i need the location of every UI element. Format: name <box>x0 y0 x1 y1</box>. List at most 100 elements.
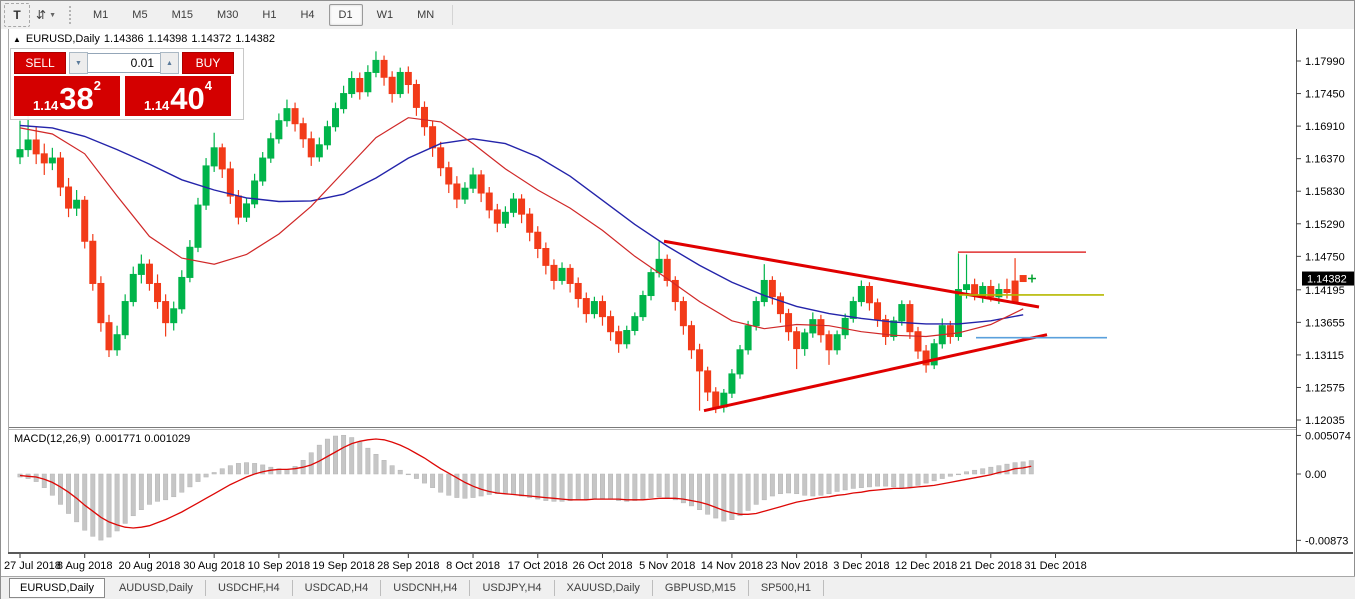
timeframe-button-h1[interactable]: H1 <box>262 9 277 21</box>
macd-bar <box>203 473 209 478</box>
timeframe-button-m15[interactable]: M15 <box>171 9 193 21</box>
timeframe-button-m1[interactable]: M1 <box>93 9 109 21</box>
price-tick-label: 1.16910 <box>1305 121 1345 133</box>
macd-bar <box>672 473 678 501</box>
tab-sp500-h1[interactable]: SP500,H1 <box>749 580 824 596</box>
time-tick-label: 26 Oct 2018 <box>573 560 633 572</box>
timeframe-button-h4[interactable]: H4 <box>300 9 315 21</box>
price-axis[interactable]: 1.17990 1.17450 1.16910 1.16370 1.15830 1.152… <box>1296 56 1354 427</box>
sell-price-base: 1.14 <box>32 98 59 113</box>
candle-body <box>534 231 542 250</box>
toolbar-grip[interactable] <box>69 6 75 24</box>
triangle-lower-trendline[interactable] <box>703 333 1048 413</box>
macd-bar <box>834 473 840 492</box>
candle-body <box>477 174 485 194</box>
volume-decrease-button[interactable]: ▼ <box>69 52 88 74</box>
time-tick-label: 23 Nov 2018 <box>765 560 827 572</box>
candle-body <box>995 288 1003 298</box>
tab-usdcad-h4[interactable]: USDCAD,H4 <box>293 580 382 596</box>
sell-button[interactable]: SELL <box>14 52 66 74</box>
arrange-icon: ⇵ <box>36 8 47 22</box>
macd-bar <box>656 473 662 498</box>
macd-bar <box>373 453 379 475</box>
macd-bar <box>1028 460 1034 475</box>
macd-bar <box>446 473 452 496</box>
candle-body <box>663 258 671 281</box>
macd-bar <box>405 473 411 476</box>
volume-input[interactable] <box>88 53 160 73</box>
macd-bar <box>713 473 719 519</box>
macd-bar <box>195 473 201 482</box>
candle-body <box>566 267 574 284</box>
candle-body <box>607 316 615 333</box>
macd-bar <box>640 473 646 500</box>
triangle-upper-trendline[interactable] <box>663 239 1040 309</box>
price-tick-label: 1.14195 <box>1305 285 1345 297</box>
candle-body <box>898 304 906 322</box>
slow-ma-line <box>19 124 1024 325</box>
timeframe-button-m30[interactable]: M30 <box>216 9 239 21</box>
time-tick-label: 21 Dec 2018 <box>960 560 1022 572</box>
macd-bar <box>632 473 638 501</box>
text-tool-button[interactable]: T <box>4 3 30 27</box>
tab-usdcnh-h4[interactable]: USDCNH,H4 <box>381 580 471 596</box>
price-chart-canvas[interactable]: 1.17990 1.17450 1.16910 1.16370 1.15830 1.152… <box>1 29 1354 598</box>
collapse-triangle-icon: ▲ <box>13 35 21 44</box>
candle-body <box>736 349 744 375</box>
candle-body <box>267 138 275 159</box>
tab-audusd-daily[interactable]: AUDUSD,Daily <box>107 580 206 596</box>
volume-increase-button[interactable]: ▲ <box>160 52 179 74</box>
timeframe-button-mn[interactable]: MN <box>417 9 435 21</box>
buy-price-box[interactable]: 1.14 40 4 <box>125 76 231 116</box>
text-tool-icon: T <box>13 8 21 22</box>
candle-body <box>154 282 162 303</box>
candle-body <box>218 147 226 170</box>
macd-bar <box>171 473 177 498</box>
tab-xauusd-daily[interactable]: XAUUSD,Daily <box>555 580 653 596</box>
tab-usdjpy-h4[interactable]: USDJPY,H4 <box>470 580 555 596</box>
timeframe-button-m5[interactable]: M5 <box>132 9 148 21</box>
candle-body <box>396 71 404 95</box>
tab-gbpusd-m15[interactable]: GBPUSD,M15 <box>653 580 749 596</box>
macd-bar <box>729 473 735 520</box>
tab-eurusd-daily[interactable]: EURUSD,Daily <box>9 578 105 598</box>
sell-price-sup: 2 <box>93 78 102 93</box>
candle-body <box>833 334 841 351</box>
current-price-badge <box>1302 271 1354 286</box>
candle-body <box>65 186 73 209</box>
macd-bar <box>616 473 622 501</box>
toolbar-separator <box>452 5 454 25</box>
timeframe-button-d1[interactable]: D1 <box>328 4 363 26</box>
sell-price-box[interactable]: 1.14 38 2 <box>14 76 120 116</box>
macd-bar <box>769 473 775 497</box>
tab-usdchf-h4[interactable]: USDCHF,H4 <box>206 580 293 596</box>
chevron-down-icon: ▼ <box>49 11 56 19</box>
chart-window: 1.17990 1.17450 1.16910 1.16370 1.15830 1.152… <box>1 29 1355 599</box>
time-tick-label: 30 Aug 2018 <box>183 560 245 572</box>
arrange-windows-button[interactable]: ⇵ ▼ <box>33 3 59 27</box>
macd-bar <box>786 473 791 494</box>
candle-body <box>647 272 655 297</box>
time-tick-label: 20 Aug 2018 <box>119 560 181 572</box>
candle-body <box>987 285 995 298</box>
macd-bar <box>964 471 969 475</box>
buy-button[interactable]: BUY <box>182 52 234 74</box>
candle-body <box>178 276 186 310</box>
candle-body <box>32 139 40 155</box>
timeframe-button-w1[interactable]: W1 <box>376 9 394 21</box>
candle-body <box>388 76 396 95</box>
macd-bar <box>502 473 508 495</box>
macd-bar <box>494 473 500 495</box>
price-tick-label: 1.13655 <box>1305 317 1345 329</box>
macd-bar <box>219 468 225 475</box>
macd-bar <box>778 473 783 495</box>
candle-body <box>518 198 526 215</box>
candle-body <box>137 263 145 275</box>
candle-body <box>930 343 938 366</box>
macd-bar <box>891 473 897 488</box>
macd-axis[interactable]: 0.005074 0.00 -0.00873 <box>1296 430 1351 547</box>
candle-body <box>687 325 695 351</box>
candle-body <box>56 157 64 188</box>
macd-bar <box>397 469 403 475</box>
